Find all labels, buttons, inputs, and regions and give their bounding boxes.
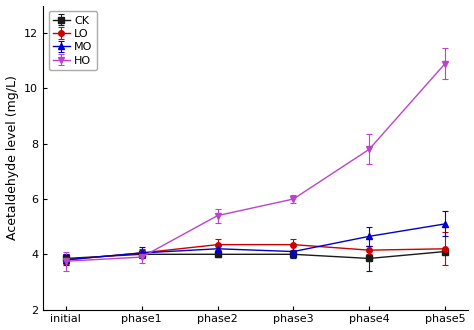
Legend: CK, LO, MO, HO: CK, LO, MO, HO [49, 11, 97, 70]
Y-axis label: Acetaldehyde level (mg/L): Acetaldehyde level (mg/L) [6, 75, 18, 240]
